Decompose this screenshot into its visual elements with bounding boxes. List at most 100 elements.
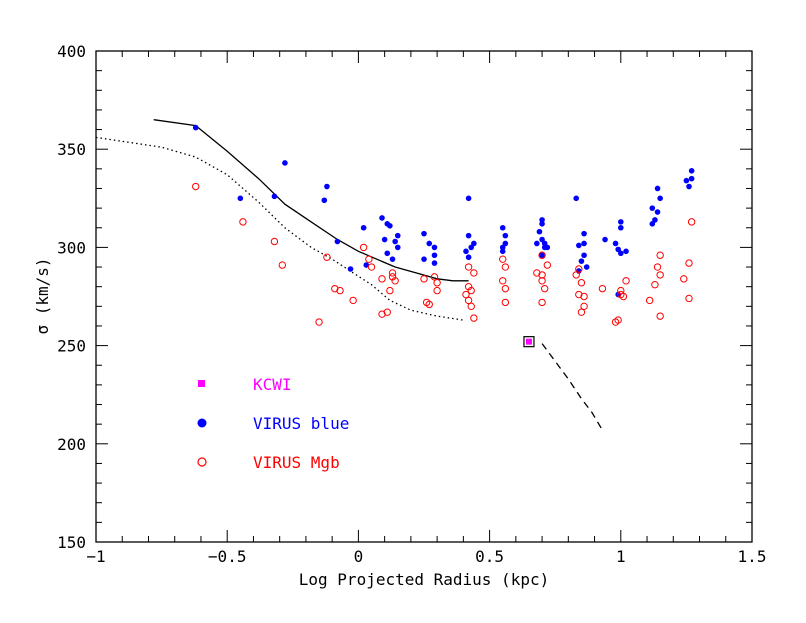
virus-mgb-point: [680, 275, 688, 283]
virus-blue-point: [499, 248, 506, 255]
virus-blue-point: [581, 240, 587, 247]
virus-blue-point: [282, 160, 288, 166]
virus-mgb-point: [645, 296, 654, 305]
virus-blue-point: [379, 215, 385, 221]
virus-mgb-point: [388, 273, 397, 281]
virus-blue-point: [654, 209, 661, 215]
virus-blue-point: [271, 193, 278, 200]
legend-virus-mgb-label: VIRUS Mgb: [253, 453, 340, 472]
model-curves: [95, 119, 603, 431]
virus-blue-point: [324, 183, 330, 190]
virus-blue-point: [649, 205, 656, 211]
virus-blue-point: [394, 232, 401, 239]
virus-blue-point: [334, 238, 341, 245]
virus-mgb-point: [420, 275, 428, 283]
virus-mgb-point: [687, 218, 696, 226]
virus-mgb-point: [359, 243, 368, 252]
virus-mgb-point: [467, 286, 475, 295]
y-tick-label: 200: [57, 435, 86, 454]
virus-mgb-point: [685, 294, 693, 303]
virus-mgb-point: [656, 312, 664, 320]
virus-mgb-point: [365, 255, 373, 263]
virus-mgb-point: [378, 275, 386, 283]
virus-mgb-point: [575, 290, 583, 299]
virus-mgb-point: [501, 298, 510, 307]
virus-mgb-point: [619, 292, 628, 301]
virus-blue-point: [583, 264, 590, 270]
virus-mgb-point: [388, 269, 397, 277]
virus-mgb-point: [349, 296, 357, 305]
virus-mgb-point: [543, 261, 552, 269]
virus-mgb-point: [656, 251, 664, 259]
virus-blue-point: [431, 252, 438, 259]
virus-mgb-point: [575, 265, 583, 273]
virus-blue-point: [471, 240, 477, 247]
legend-kcwi-marker: [198, 380, 205, 387]
virus-blue-point: [649, 221, 656, 227]
virus-mgb-point: [499, 277, 507, 285]
virus-mgb-point: [651, 281, 659, 289]
virus-blue-point: [578, 258, 585, 264]
x-tick-label: 0.5: [475, 547, 504, 566]
virus-blue-point: [618, 224, 624, 231]
y-tick-label: 400: [57, 42, 86, 61]
x-tick-label: 0: [354, 547, 364, 566]
virus-blue-point: [539, 217, 545, 223]
virus-mgb-point: [391, 277, 399, 285]
virus-blue-point: [615, 246, 621, 253]
virus-blue-point: [688, 175, 695, 182]
virus-mgb-point: [622, 277, 630, 285]
x-tick-label: 1: [616, 547, 626, 566]
virus-mgb-point: [470, 314, 478, 322]
virus-blue-point: [431, 244, 438, 251]
virus-blue-point: [686, 183, 692, 190]
x-tick-label: 1.5: [738, 547, 767, 566]
y-tick-label: 150: [57, 533, 86, 552]
virus-mgb-point: [470, 269, 478, 277]
virus-mgb-point: [614, 316, 622, 324]
y-tick-label: 250: [57, 337, 86, 356]
kcwi-point: [525, 338, 532, 345]
virus-blue-point: [539, 236, 545, 243]
virus-blue-point: [654, 185, 661, 192]
virus-mgb-point: [572, 271, 580, 279]
virus-mgb-point: [383, 308, 391, 316]
virus-blue-point: [465, 232, 472, 239]
virus-mgb-point: [336, 286, 344, 295]
x-axis-label: Log Projected Radius (kpc): [299, 570, 549, 589]
virus-blue-point: [618, 219, 624, 225]
dashed-model-curve: [541, 343, 603, 431]
virus-blue-point: [363, 262, 370, 268]
virus-blue-point: [465, 254, 472, 261]
virus-mgb-point: [467, 302, 475, 311]
virus-blue-point: [360, 224, 367, 231]
virus-mgb-point: [386, 286, 394, 295]
data-markers: [192, 124, 696, 348]
virus-blue-point: [384, 250, 391, 257]
y-axis-label: σ (km/s): [33, 257, 52, 334]
virus-mgb-point: [464, 282, 473, 291]
virus-blue-point: [623, 248, 629, 255]
virus-blue-point: [541, 240, 548, 247]
virus-mgb-point: [580, 292, 588, 301]
virus-blue-point: [421, 230, 427, 237]
virus-mgb-point: [270, 237, 279, 246]
virus-mgb-point: [577, 279, 586, 287]
virus-blue-point: [499, 224, 506, 231]
virus-mgb-point: [538, 271, 546, 279]
virus-blue-point: [576, 242, 582, 249]
virus-blue-point: [387, 222, 393, 229]
virus-mgb-point: [501, 284, 510, 293]
tick-labels: −1 −0.5 0 0.5 1 1.5 150 200 250 300 350 400: [57, 42, 766, 566]
virus-blue-point: [539, 221, 545, 227]
virus-blue-point: [381, 236, 388, 243]
virus-mgb-point: [192, 182, 200, 191]
virus-blue-point: [237, 195, 244, 202]
virus-blue-point: [502, 240, 509, 247]
virus-mgb-point: [367, 263, 376, 271]
virus-blue-point: [688, 168, 695, 174]
virus-blue-point: [581, 230, 587, 237]
legend-virus-mgb-marker: [197, 457, 207, 467]
virus-mgb-point: [464, 296, 473, 305]
